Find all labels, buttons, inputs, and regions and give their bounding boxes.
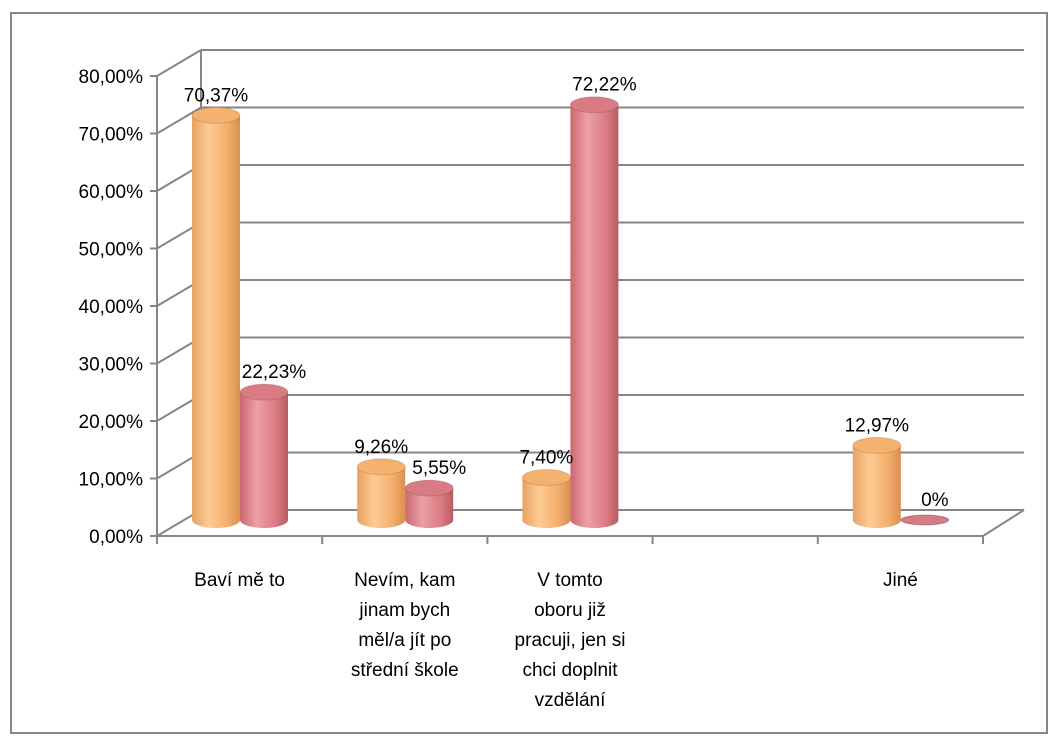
data-label: 12,97% <box>845 415 910 436</box>
category-label: Nevím, kam <box>354 570 455 591</box>
bar <box>191 106 241 528</box>
data-label: 22,23% <box>242 362 307 383</box>
category-label: Baví mě to <box>194 570 285 591</box>
bar <box>521 468 571 528</box>
bar <box>239 383 289 528</box>
bar-body <box>570 104 619 529</box>
category-label: oboru již <box>534 600 606 621</box>
bar-body <box>357 466 406 528</box>
bar <box>404 479 454 528</box>
data-label: 9,26% <box>354 437 408 458</box>
y-tick-label: 60,00% <box>79 182 144 203</box>
bar-top <box>569 96 619 114</box>
bar-body <box>852 445 901 528</box>
category-label: jinam bych <box>358 600 450 621</box>
category-label: vzdělání <box>535 690 606 711</box>
data-label: 7,40% <box>519 447 573 468</box>
y-tick-label: 30,00% <box>79 355 144 376</box>
bar-top <box>239 383 289 401</box>
y-tick-label: 40,00% <box>79 297 144 318</box>
bar-top <box>900 514 950 526</box>
bars <box>191 96 950 529</box>
bar-body <box>522 477 571 528</box>
bar <box>356 458 406 528</box>
floor-edge <box>982 509 1025 537</box>
bar-top <box>852 436 902 454</box>
y-tick-label: 10,00% <box>79 470 144 491</box>
category-label: střední škole <box>351 660 459 681</box>
category-label: Jiné <box>883 570 918 591</box>
gridline-side <box>156 49 202 77</box>
chart-frame <box>10 12 1048 734</box>
y-tick-label: 20,00% <box>79 412 144 433</box>
bar-top <box>356 458 406 476</box>
data-label: 0% <box>921 490 949 511</box>
bar-body <box>240 392 288 528</box>
data-label: 72,22% <box>572 75 637 96</box>
gridline-side <box>156 106 202 135</box>
category-label: chci doplnit <box>522 660 618 681</box>
bar-body <box>192 115 240 528</box>
axes <box>150 75 984 544</box>
category-label: V tomto <box>537 570 602 591</box>
bar <box>569 96 619 529</box>
data-label: 70,37% <box>184 85 249 106</box>
bar <box>900 514 950 526</box>
bar-top <box>521 468 571 486</box>
data-label: 5,55% <box>412 458 466 479</box>
bar-top <box>191 106 241 124</box>
y-tick-label: 70,00% <box>79 125 144 146</box>
category-label: pracuji, jen si <box>515 630 626 651</box>
y-tick-label: 50,00% <box>79 240 144 261</box>
category-label: měl/a jít po <box>358 630 451 651</box>
y-tick-label: 80,00% <box>79 67 144 88</box>
labels: 0,00% 10,00% 20,00% 30,00% 40,00% 50,00% 60,00… <box>79 67 949 711</box>
bar <box>852 436 902 528</box>
bar-top <box>404 479 454 497</box>
y-tick-label: 0,00% <box>89 527 143 548</box>
bar-body <box>405 488 454 528</box>
